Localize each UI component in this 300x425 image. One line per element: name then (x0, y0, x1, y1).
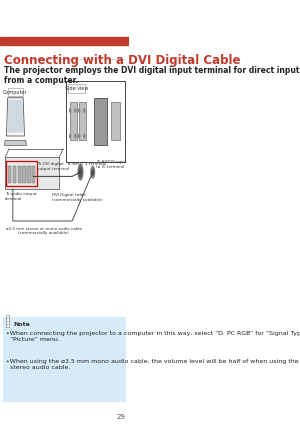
Text: The projector employs the DVI digital input terminal for direct input of digital: The projector employs the DVI digital in… (4, 66, 300, 85)
Bar (94, 98, 107, 144)
Bar (5, 315, 9, 327)
Circle shape (70, 134, 71, 138)
Text: To DVI digital
output terminal: To DVI digital output terminal (37, 162, 69, 171)
Circle shape (70, 109, 71, 112)
Text: Connecting with a DVI Digital Cable: Connecting with a DVI Digital Cable (4, 54, 240, 68)
Circle shape (91, 166, 94, 178)
Bar (27, 166, 31, 183)
Text: To INPUT 3 terminal: To INPUT 3 terminal (66, 162, 106, 167)
Circle shape (75, 134, 76, 138)
Polygon shape (6, 98, 25, 136)
Text: DVI Digital cable
(commercially available): DVI Digital cable (commercially availabl… (52, 193, 102, 202)
Bar (5, 157, 59, 189)
Bar (22, 166, 26, 183)
Bar (0, 37, 129, 45)
Circle shape (78, 164, 83, 180)
Bar (111, 102, 120, 140)
Text: •When using the ø3.5 mm mono audio cable, the volume level will be half of when : •When using the ø3.5 mm mono audio cable… (6, 359, 300, 370)
Bar (8, 166, 11, 183)
Text: ø3.5 mm stereo or mono audio cable
(commercially available): ø3.5 mm stereo or mono audio cable (comm… (6, 227, 82, 235)
FancyBboxPatch shape (3, 317, 126, 402)
Text: Computer: Computer (3, 90, 28, 95)
Circle shape (84, 109, 85, 112)
Text: To audio output
terminal: To audio output terminal (5, 192, 37, 201)
Circle shape (79, 168, 82, 176)
Circle shape (79, 109, 80, 112)
Bar (70, 102, 76, 140)
Text: Side view: Side view (65, 86, 88, 91)
Circle shape (75, 109, 76, 112)
Circle shape (84, 134, 85, 138)
Circle shape (79, 134, 80, 138)
FancyBboxPatch shape (8, 88, 23, 96)
Bar (6, 161, 37, 186)
Polygon shape (7, 100, 23, 133)
FancyBboxPatch shape (68, 84, 85, 93)
Polygon shape (4, 140, 26, 145)
Bar (79, 102, 86, 140)
Text: 29: 29 (116, 414, 125, 420)
Circle shape (92, 169, 94, 175)
Text: •When connecting the projector to a computer in this way, select “D. PC RGB” for: •When connecting the projector to a comp… (6, 332, 300, 342)
Text: Note: Note (13, 322, 30, 327)
Bar (17, 166, 21, 183)
Text: To AUDIO input
(ø 3) terminal: To AUDIO input (ø 3) terminal (96, 160, 127, 169)
Bar (13, 166, 16, 183)
Bar (66, 81, 125, 162)
Bar (32, 166, 35, 183)
